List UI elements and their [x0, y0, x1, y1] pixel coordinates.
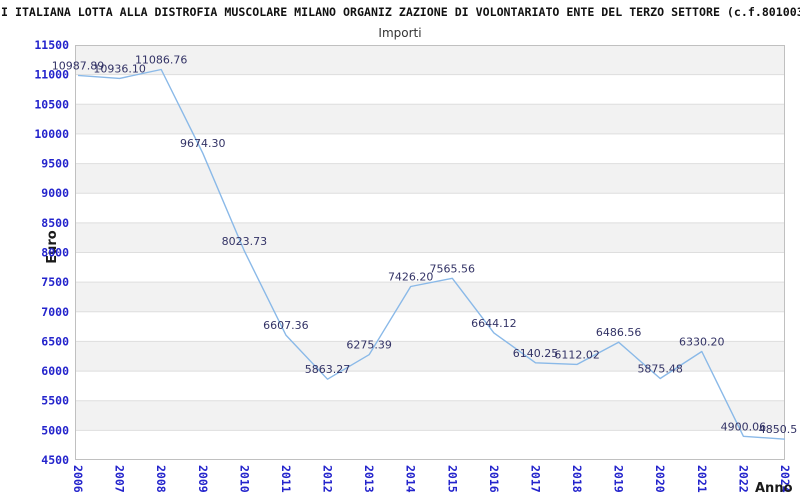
y-tick-label: 5000: [41, 423, 69, 437]
data-point-label: 7565.56: [430, 262, 476, 275]
data-point-label: 7426.20: [388, 271, 434, 284]
y-tick-label: 11000: [34, 68, 69, 82]
x-tick-label: 2006: [71, 465, 85, 493]
x-tick-label: 2022: [736, 465, 750, 493]
data-point-label: 8023.73: [222, 235, 268, 248]
data-point-label: 9674.30: [180, 137, 226, 150]
y-tick-label: 11500: [34, 38, 69, 52]
data-point-label: 6644.12: [471, 317, 517, 330]
y-tick-label: 6000: [41, 364, 69, 378]
plot-band: [75, 430, 785, 460]
plot-band: [75, 193, 785, 223]
y-tick-label: 6500: [41, 334, 69, 348]
x-tick-label: 2014: [404, 465, 418, 493]
plot-band: [75, 400, 785, 431]
y-tick-label: 10500: [34, 97, 69, 111]
data-point-label: 10936.10: [93, 62, 146, 75]
x-tick-label: 2007: [113, 465, 127, 493]
data-point-label: 5863.27: [305, 363, 351, 376]
x-tick-label: 2013: [362, 465, 376, 493]
y-tick-label: 8000: [41, 246, 69, 260]
x-tick-label: 2015: [445, 465, 459, 493]
x-tick-label: 2017: [529, 465, 543, 493]
plot-band: [75, 282, 785, 312]
data-point-label: 6607.36: [263, 319, 309, 332]
x-tick-label: 2009: [196, 465, 210, 493]
x-tick-label: 2011: [279, 465, 293, 493]
plot-border: [75, 45, 785, 460]
y-tick-label: 5500: [41, 394, 69, 408]
y-tick-label: 7000: [41, 305, 69, 319]
header-title: I ITALIANA LOTTA ALLA DISTROFIA MUSCOLAR…: [1, 5, 800, 19]
data-point-label: 6275.39: [346, 339, 392, 352]
data-point-label: 6140.25: [513, 347, 559, 360]
plot-band: [75, 252, 785, 283]
data-point-label: 4850.5: [759, 423, 798, 436]
y-tick-label: 9000: [41, 186, 69, 200]
y-tick-label: 7500: [41, 275, 69, 289]
data-point-label: 6486.56: [596, 326, 642, 339]
x-tick-label: 2019: [612, 465, 626, 493]
plot-band: [75, 133, 785, 164]
x-axis-title: Anno: [755, 481, 793, 496]
plot-band: [75, 222, 785, 253]
x-tick-label: 2008: [154, 465, 168, 493]
y-tick-label: 9500: [41, 157, 69, 171]
plot-band: [75, 371, 785, 401]
chart-title: Importi: [378, 26, 422, 40]
chart-svg: 11500 11000 10500 10000 9500 9000 8500 8000 7500…: [34, 38, 797, 493]
data-point-label: 5875.48: [637, 363, 683, 376]
data-point-label: 4900.06: [721, 420, 767, 433]
x-tick-label: 2021: [695, 465, 709, 493]
x-tick-label: 2024: [778, 465, 792, 493]
y-tick-label: 8500: [41, 216, 69, 230]
x-tick-label: 2020: [653, 465, 667, 493]
y-tick-label: 10000: [34, 127, 69, 141]
plot-band: [75, 163, 785, 194]
plot-band: [75, 104, 785, 134]
data-line: [77, 68, 786, 440]
data-point-label: 6330.20: [679, 336, 725, 349]
data-point-label: 11086.76: [135, 54, 188, 67]
x-tick-label: 2012: [321, 465, 335, 493]
plot-band: [75, 341, 785, 372]
data-point-label: 10987.89: [52, 59, 105, 72]
x-tick-label: 2016: [487, 465, 501, 493]
data-point-label: 6112.02: [554, 348, 600, 361]
x-tick-label: 2010: [237, 465, 251, 493]
plot-band: [75, 311, 785, 342]
plot-area: 11500 11000 10500 10000 9500 9000 8500 8000 7500…: [34, 38, 797, 493]
plot-band: [75, 74, 785, 105]
y-tick-label: 4500: [41, 453, 69, 467]
x-tick-label: 2018: [570, 465, 584, 493]
plot-band: [75, 45, 785, 75]
